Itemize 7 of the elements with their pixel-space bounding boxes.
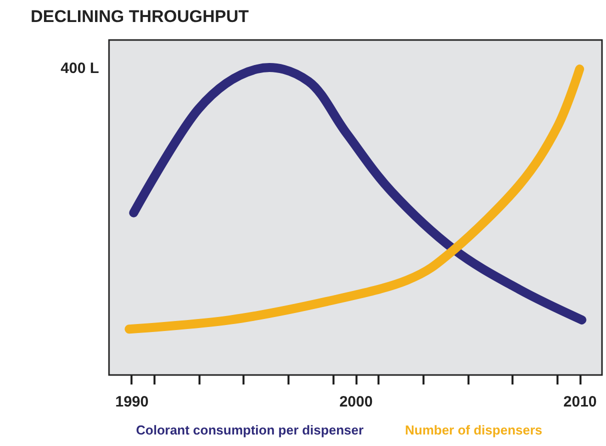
text: Colorant consumption per dispenser bbox=[136, 422, 364, 438]
x-tick-label: 2000 bbox=[339, 394, 373, 410]
x-tick-label: 1990 bbox=[115, 394, 149, 410]
chart-title: DECLINING THROUGHPUT bbox=[30, 7, 250, 26]
x-tick-label: 2010 bbox=[563, 394, 597, 410]
text: Number of dispensers bbox=[405, 422, 542, 438]
text: 400 L bbox=[60, 60, 99, 77]
